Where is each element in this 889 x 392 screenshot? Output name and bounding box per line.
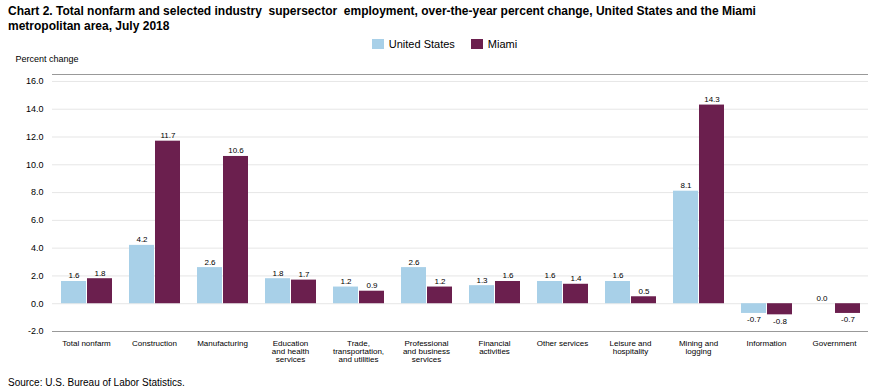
svg-text:10.6: 10.6 <box>228 146 244 155</box>
svg-text:2.0: 2.0 <box>31 271 44 281</box>
svg-text:Manufacturing: Manufacturing <box>197 339 248 348</box>
svg-text:0.5: 0.5 <box>638 287 650 296</box>
svg-text:0.9: 0.9 <box>366 281 378 290</box>
svg-text:Financialactivities: Financialactivities <box>478 339 510 356</box>
svg-text:8.0: 8.0 <box>31 187 44 197</box>
svg-text:8.1: 8.1 <box>680 181 692 190</box>
svg-text:-0.8: -0.8 <box>773 317 787 326</box>
svg-text:2.6: 2.6 <box>204 258 216 267</box>
svg-text:16.0: 16.0 <box>26 76 44 86</box>
svg-text:1.4: 1.4 <box>570 274 582 283</box>
svg-text:14.3: 14.3 <box>704 95 720 104</box>
svg-text:Information: Information <box>746 339 786 348</box>
svg-text:-2.0: -2.0 <box>28 326 44 336</box>
svg-text:Leisure andhospitality: Leisure andhospitality <box>610 339 652 356</box>
svg-text:Total nonfarm: Total nonfarm <box>62 339 111 348</box>
svg-text:1.8: 1.8 <box>94 269 106 278</box>
svg-text:Trade,transportation,and utili: Trade,transportation,and utilities <box>333 339 384 364</box>
svg-text:2.6: 2.6 <box>408 258 420 267</box>
svg-text:11.7: 11.7 <box>161 131 177 140</box>
svg-text:-0.7: -0.7 <box>841 315 855 324</box>
svg-text:4.2: 4.2 <box>136 235 148 244</box>
svg-text:1.2: 1.2 <box>340 277 352 286</box>
html-text:Chart 2. Total nonfarm and sel: Chart 2. Total nonfarm and selected indu… <box>8 4 756 33</box>
svg-text:1.8: 1.8 <box>272 269 284 278</box>
svg-text:1.6: 1.6 <box>612 271 624 280</box>
svg-text:1.6: 1.6 <box>502 271 514 280</box>
svg-text:1.2: 1.2 <box>434 277 446 286</box>
svg-text:Educationand healthservices: Educationand healthservices <box>272 339 309 364</box>
svg-text:Mining andlogging: Mining andlogging <box>679 339 718 356</box>
svg-text:1.6: 1.6 <box>68 271 80 280</box>
svg-text:1.3: 1.3 <box>476 276 488 285</box>
svg-text:6.0: 6.0 <box>31 215 44 225</box>
svg-text:Other services: Other services <box>537 339 589 348</box>
svg-text:Construction: Construction <box>132 339 177 348</box>
svg-text:Percent change: Percent change <box>16 54 79 64</box>
svg-text:12.0: 12.0 <box>26 132 44 142</box>
svg-text:1.6: 1.6 <box>544 271 556 280</box>
svg-text:0.0: 0.0 <box>31 299 44 309</box>
svg-text:1.7: 1.7 <box>298 270 310 279</box>
html-text:Miami: Miami <box>487 38 518 50</box>
svg-text:10.0: 10.0 <box>26 160 44 170</box>
html-text:Source: U.S. Bureau of Labor S: Source: U.S. Bureau of Labor Statistics. <box>8 377 185 388</box>
svg-text:-0.7: -0.7 <box>747 315 761 324</box>
svg-text:4.0: 4.0 <box>31 243 44 253</box>
svg-text:14.0: 14.0 <box>26 104 44 114</box>
svg-text:0.0: 0.0 <box>816 294 828 303</box>
html-text:United States: United States <box>388 38 455 50</box>
svg-text:Professionaland businessservic: Professionaland businessservices <box>403 339 450 364</box>
svg-text:Government: Government <box>812 339 857 348</box>
